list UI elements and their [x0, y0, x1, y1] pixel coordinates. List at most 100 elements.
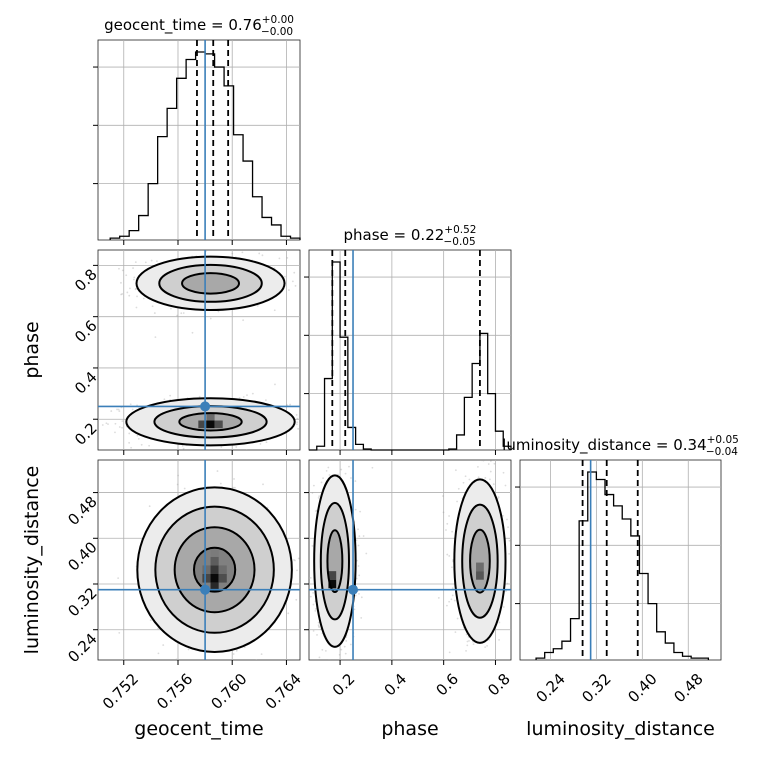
sample-point: [505, 590, 507, 592]
sample-point: [180, 312, 183, 315]
sample-point: [360, 617, 363, 619]
sample-point: [466, 644, 469, 647]
sample-point: [340, 468, 343, 471]
sample-point: [136, 295, 138, 298]
sample-point: [453, 599, 456, 602]
sample-point: [477, 476, 480, 479]
sample-point: [359, 510, 362, 513]
sample-point: [311, 545, 314, 547]
sample-point: [258, 252, 261, 255]
contour-line: [136, 486, 293, 654]
truth-point: [200, 584, 211, 595]
sample-point: [261, 254, 264, 257]
sample-point: [296, 423, 298, 426]
sample-point: [354, 508, 357, 511]
sample-point: [294, 559, 296, 562]
contour-line: [178, 412, 243, 432]
density-cell: [210, 565, 219, 574]
sample-point: [256, 304, 259, 307]
sample-point: [183, 487, 186, 490]
x-tick-label: 0.4: [381, 670, 411, 700]
sample-point: [217, 310, 220, 313]
sample-point: [142, 297, 145, 300]
sample-point: [133, 276, 136, 279]
density-cell: [328, 579, 337, 589]
sample-point: [301, 540, 303, 542]
hist-panel-geocent_time: [93, 39, 301, 245]
sample-point: [448, 555, 451, 557]
density-cell: [476, 562, 484, 572]
y-tick-label: 0.4: [71, 368, 101, 398]
sample-point: [348, 465, 350, 468]
sample-point: [484, 663, 486, 665]
x-tick-label: 0.24: [532, 670, 568, 706]
sample-point: [209, 317, 212, 320]
sample-point: [476, 670, 478, 672]
sample-point: [502, 471, 505, 474]
sample-point: [498, 639, 500, 641]
density-cell: [210, 548, 219, 557]
contour-line: [154, 505, 275, 634]
sample-point: [157, 627, 160, 630]
sample-point: [117, 408, 120, 411]
sample-point: [502, 514, 504, 517]
sample-point: [327, 466, 330, 469]
x-tick-label: 0.8: [484, 670, 514, 700]
x-tick-label: 0.6: [432, 670, 462, 700]
sample-point: [450, 598, 453, 601]
sample-point: [120, 281, 122, 284]
y-tick-label: 0.2: [71, 419, 101, 449]
sample-point: [448, 515, 450, 517]
sample-point: [497, 496, 500, 499]
sample-point: [489, 470, 492, 473]
sample-point: [316, 633, 318, 636]
sample-point: [446, 553, 449, 556]
sample-point: [118, 267, 120, 270]
title-minus: −0.05: [443, 236, 475, 248]
sample-point: [469, 665, 471, 667]
sample-point: [344, 472, 347, 475]
title-plus: +0.05: [707, 434, 739, 446]
hist-panel-luminosity_distance: [515, 459, 722, 661]
sample-point: [262, 483, 264, 486]
sample-point: [117, 577, 120, 580]
truth-point: [348, 584, 359, 595]
sample-point: [492, 483, 495, 485]
sample-point: [312, 603, 315, 606]
title-prefix: geocent_time = 0.76: [104, 16, 262, 35]
sample-point: [132, 278, 135, 281]
sample-point: [320, 481, 323, 484]
sample-point: [317, 496, 320, 499]
sample-point: [176, 659, 178, 660]
sample-point: [140, 443, 143, 446]
sample-point: [462, 481, 465, 484]
truth-point: [200, 401, 211, 412]
sample-point: [251, 392, 254, 395]
sample-point: [125, 274, 128, 277]
sample-point: [481, 460, 483, 462]
sample-point: [284, 275, 286, 278]
sample-point: [489, 478, 491, 481]
sample-point: [107, 423, 109, 426]
sample-point: [484, 646, 487, 649]
sample-point: [289, 403, 292, 406]
sample-point: [317, 625, 320, 628]
title-prefix: luminosity_distance = 0.34: [502, 436, 706, 455]
sample-point: [317, 621, 320, 624]
sample-point: [241, 251, 244, 254]
density-cell: [210, 582, 219, 592]
sample-point: [137, 437, 140, 440]
sample-point: [318, 626, 321, 629]
contour-line: [125, 397, 296, 447]
sample-point: [357, 544, 360, 547]
sample-point: [191, 331, 194, 334]
sample-point: [294, 284, 297, 287]
sample-point: [297, 557, 300, 560]
sample-point: [451, 566, 453, 569]
sample-point: [451, 530, 454, 533]
sample-point: [296, 569, 298, 572]
sample-point: [312, 484, 315, 487]
sample-point: [116, 408, 118, 411]
density-cell: [206, 420, 215, 429]
